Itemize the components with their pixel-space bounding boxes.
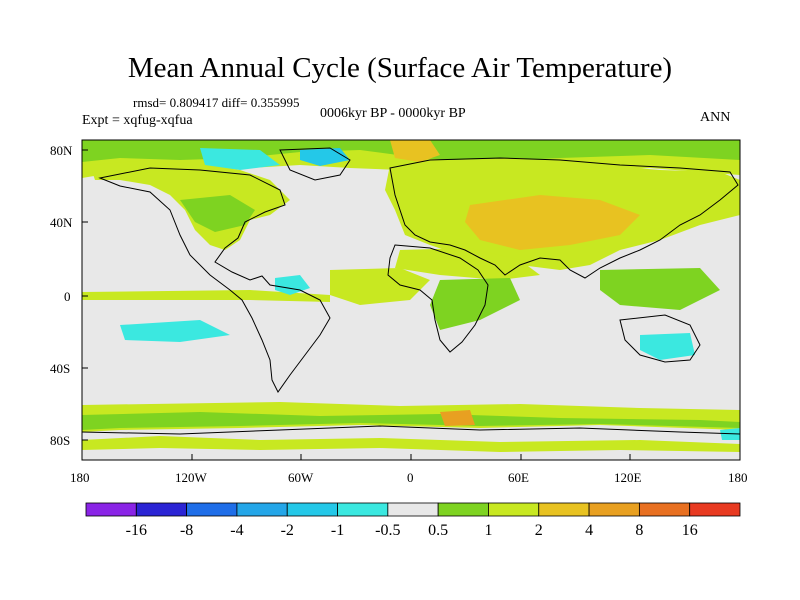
colorbar-swatch (437, 502, 489, 517)
colorbar-swatch (286, 502, 338, 517)
season-label: ANN (700, 110, 731, 125)
period-label: 0006kyr BP - 0000kyr BP (320, 106, 466, 121)
lat-label: 80S (50, 433, 70, 448)
lon-label: 180 (70, 470, 90, 485)
colorbar-swatch (538, 502, 590, 517)
lon-label: 0 (407, 470, 414, 485)
coastlines (81, 147, 741, 435)
experiment-label: Expt = xqfug-xqfua (82, 113, 193, 128)
colorbar-label: 2 (535, 522, 543, 539)
colorbar-swatch (689, 502, 741, 517)
colorbar-swatch (186, 502, 238, 517)
colorbar-labels: -16 -8 -4 -2 -1 -0.5 0.5 1 2 4 8 16 (126, 522, 698, 539)
colorbar-label: 1 (484, 522, 492, 539)
lon-label: 120W (175, 470, 208, 485)
lat-label: 40N (50, 215, 73, 230)
colorbar-label: -16 (126, 522, 147, 539)
colorbar-label: 8 (635, 522, 643, 539)
lat-label: 40S (50, 361, 70, 376)
colorbar-swatch (488, 502, 540, 517)
lon-label: 180 (728, 470, 748, 485)
colorbar-label: -4 (230, 522, 243, 539)
colorbar-label: -8 (180, 522, 193, 539)
lat-label: 80N (50, 143, 73, 158)
lon-label: 60E (508, 470, 529, 485)
plot-title: Mean Annual Cycle (Surface Air Temperatu… (127, 52, 673, 84)
colorbar-swatch (638, 502, 691, 517)
lat-label: 0 (64, 289, 71, 304)
colorbar-swatch (387, 502, 439, 517)
colorbar-swatch (337, 502, 389, 517)
colorbar-swatch (135, 502, 188, 517)
colorbar-swatch (588, 502, 640, 517)
latitude-axis: 80N 40N 0 40S 80S (50, 143, 88, 448)
colorbar-label: 0.5 (428, 522, 448, 539)
colorbar-swatch (85, 502, 137, 517)
statistics-text: rmsd= 0.809417 diff= 0.355995 (133, 95, 300, 110)
longitude-axis: 180 120W 60W 0 60E 120E 180 (70, 454, 748, 485)
colorbar-label: 4 (585, 522, 593, 539)
colorbar-label: 16 (682, 522, 698, 539)
colorbar-swatch (236, 502, 288, 517)
lon-label: 120E (614, 470, 642, 485)
colorbar (85, 502, 741, 517)
colorbar-label: -1 (331, 522, 344, 539)
lon-label: 60W (288, 470, 314, 485)
colorbar-label: -0.5 (375, 522, 400, 539)
colorbar-label: -2 (281, 522, 294, 539)
